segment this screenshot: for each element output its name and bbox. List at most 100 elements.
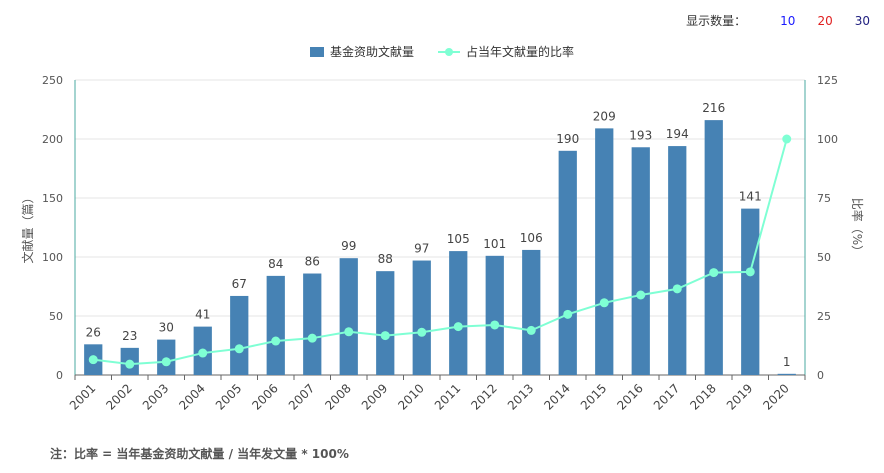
bar-value-label: 141 [739,190,762,204]
bar [558,150,577,375]
ratio-point [526,325,536,335]
bar-value-label: 26 [86,325,101,339]
ratio-point [380,331,390,341]
x-tick-label: 2012 [468,381,499,412]
ratio-point [745,267,755,277]
x-tick-label: 2005 [213,381,244,412]
ratio-point [417,327,427,337]
display-count-control: 显示数量： 10 20 30 [686,12,870,29]
bar-value-label: 209 [593,109,616,123]
y-left-axis-title: 文献量（篇） [20,191,35,263]
bar-value-label: 194 [666,127,689,141]
bar-value-label: 101 [483,237,506,251]
bar [230,295,249,375]
ratio-point [709,268,719,278]
bar-value-label: 97 [414,242,429,256]
y-left-tick-label: 0 [56,369,63,382]
bar-value-label: 88 [378,252,393,266]
bar [704,120,723,376]
y-left-tick-label: 150 [42,192,63,205]
x-tick-label: 2020 [760,381,791,412]
display-count-label: 显示数量： [686,14,747,28]
bar [777,373,796,375]
bar-value-label: 216 [702,101,725,115]
y-right-tick-label: 125 [817,74,838,87]
bar-value-label: 23 [122,329,137,343]
x-tick-label: 2002 [103,381,134,412]
legend-item-ratio[interactable]: 占当年文献量的比率 [438,43,574,60]
y-left-tick-label: 50 [49,310,63,323]
bar [631,147,650,375]
x-tick-label: 2017 [651,381,682,412]
y-right-tick-label: 100 [817,133,838,146]
ratio-point [161,357,171,367]
ratio-point [307,333,317,343]
x-tick-label: 2004 [176,381,207,412]
x-tick-label: 2015 [578,381,609,412]
display-count-option-10[interactable]: 10 [780,13,796,28]
legend-label-ratio: 占当年文献量的比率 [466,45,575,59]
x-tick-label: 2003 [140,381,171,412]
bar [668,146,687,375]
x-tick-label: 2006 [249,381,280,412]
x-tick-label: 2013 [505,381,536,412]
y-left-tick-label: 200 [42,133,63,146]
x-tick-label: 2014 [541,381,572,412]
bar [412,260,431,375]
y-right-tick-label: 75 [817,192,831,205]
bar [376,271,395,375]
bar-value-label: 67 [232,277,247,291]
ratio-point [599,298,609,308]
ratio-point [344,327,354,337]
bar [303,273,322,375]
x-tick-label: 2019 [724,381,755,412]
y-right-tick-label: 0 [817,369,824,382]
legend-item-funded-count[interactable]: 基金资助文献量 [309,43,414,60]
bar [522,249,541,375]
x-tick-label: 2009 [359,381,390,412]
ratio-point [782,134,792,144]
bar-value-label: 86 [305,255,320,269]
ratio-point [234,344,244,354]
legend-label-funded-count: 基金资助文献量 [329,45,414,59]
bar [741,208,760,375]
ratio-point [672,284,682,294]
y-right-tick-label: 50 [817,251,831,264]
line-swatch-icon [438,47,460,57]
bar [449,251,468,375]
x-tick-label: 2008 [322,381,353,412]
y-left-tick-label: 100 [42,251,63,264]
ratio-point [271,336,281,346]
bar [485,255,504,375]
x-tick-label: 2007 [286,381,317,412]
x-tick-label: 2001 [67,381,98,412]
display-count-option-20[interactable]: 20 [817,13,833,28]
x-tick-label: 2011 [432,381,463,412]
bar-value-label: 193 [629,128,652,142]
bar-value-label: 106 [520,231,543,245]
ratio-point [636,290,646,300]
bar-value-label: 84 [268,257,283,271]
footnote: 注：比率 = 当年基金资助文献量 / 当年发文量 * 100% [50,447,349,461]
bar-value-label: 1 [783,355,791,369]
ratio-point [125,359,135,369]
ratio-point [198,348,208,358]
ratio-series-line [93,138,788,366]
x-tick-label: 2018 [687,381,718,412]
x-tick-label: 2010 [395,381,426,412]
bar-value-label: 41 [195,308,210,322]
display-count-option-30[interactable]: 30 [854,13,870,28]
bar-value-label: 30 [159,321,174,335]
y-left-tick-label: 250 [42,74,63,87]
y-right-axis-title: 比率（%） [850,198,865,257]
bar-swatch-icon [309,46,324,57]
ratio-point [453,322,463,332]
ratio-point [490,320,500,330]
ratio-point [563,309,573,319]
bar-value-label: 105 [447,232,470,246]
bar [595,128,614,375]
ratio-point [88,355,98,365]
bar [339,258,358,375]
x-tick-label: 2016 [614,381,645,412]
